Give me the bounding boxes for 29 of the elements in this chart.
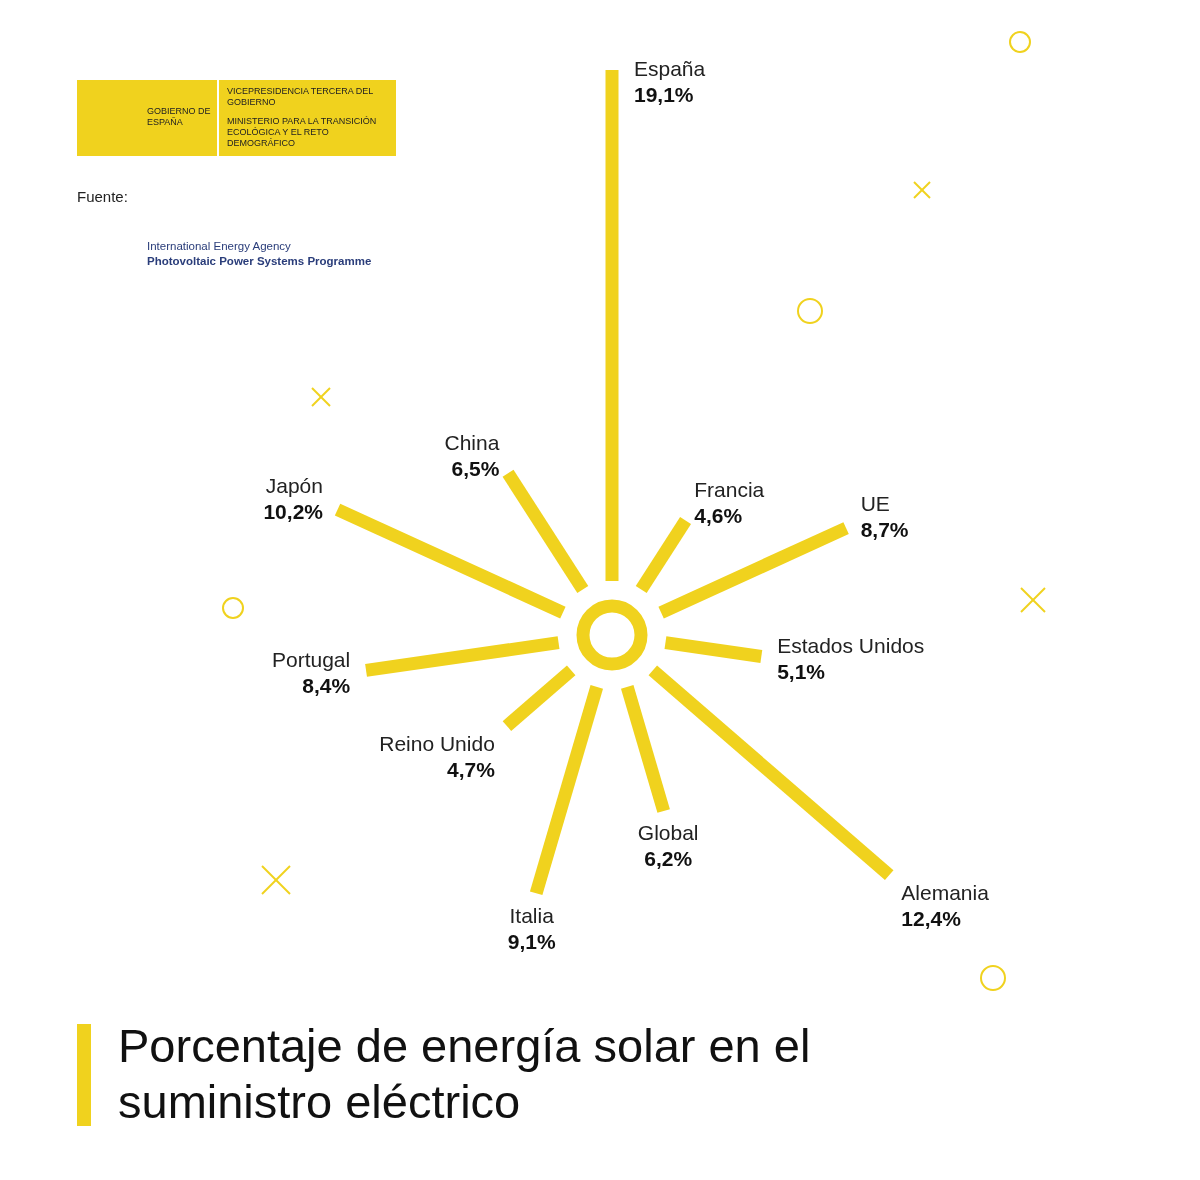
category-label: Global <box>637 821 699 845</box>
category-label: Italia <box>509 903 555 927</box>
category-label: España <box>634 57 706 80</box>
data-label: 9,1% <box>507 929 556 953</box>
category-label: Reino Unido <box>379 731 495 755</box>
text: GOBIERNO DE ESPAÑA <box>147 105 212 129</box>
data-label: 10,2% <box>263 500 324 524</box>
data-label: 4,7% <box>446 757 496 781</box>
text: MINISTERIO PARA LA TRANSICIÓN ECOLÓGICA Y EL RETO DEMOGRÁFICO <box>227 116 378 149</box>
category-label: Estados Unidos <box>777 633 925 657</box>
data-label: 12,4% <box>901 906 962 930</box>
data-label: 8,7% <box>860 518 909 542</box>
data-label: 6,2% <box>644 847 693 871</box>
data-label: 8,4% <box>302 673 351 697</box>
category-label: Francia <box>694 478 765 502</box>
category-label: Japón <box>265 474 323 498</box>
data-label: 6,5% <box>451 456 500 480</box>
data-label: 19,1% <box>634 83 694 106</box>
text: International Energy Agency <box>147 239 292 254</box>
data-label: 5,1% <box>777 659 826 683</box>
category-label: UE <box>860 492 890 516</box>
text: VICEPRESIDENCIA TERCERA DEL GOBIERNO <box>227 86 375 108</box>
category-label: China <box>444 430 500 454</box>
category-label: Alemania <box>901 880 990 904</box>
text: Porcentaje de energía solar en el suministro eléctrico <box>118 1018 812 1130</box>
text: Photovoltaic Power Systems Programme <box>147 254 372 269</box>
source-note: Fuente: <box>77 188 128 205</box>
category-label: Portugal <box>271 647 351 671</box>
data-label: 4,6% <box>694 504 743 528</box>
